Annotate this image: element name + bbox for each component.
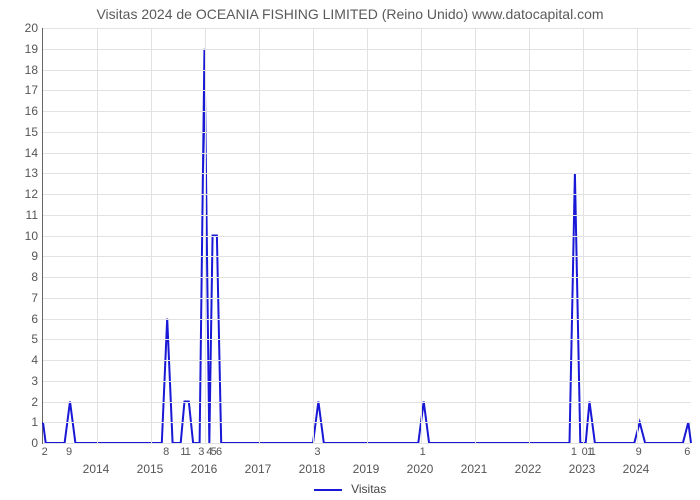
- y-tick-label: 12: [8, 187, 38, 201]
- gridline-v: [529, 28, 530, 443]
- x-year-label: 2022: [515, 462, 542, 476]
- plot-area: [42, 28, 691, 444]
- x-year-label: 2017: [245, 462, 272, 476]
- x-year-label: 2020: [407, 462, 434, 476]
- y-tick-label: 19: [8, 42, 38, 56]
- y-tick-label: 18: [8, 63, 38, 77]
- x-year-label: 2021: [461, 462, 488, 476]
- legend-swatch: [314, 489, 342, 491]
- x-point-label: 9: [66, 446, 72, 458]
- x-point-label: 1: [571, 446, 577, 458]
- x-year-label: 2016: [191, 462, 218, 476]
- gridline-v: [475, 28, 476, 443]
- y-tick-label: 4: [8, 353, 38, 367]
- x-point-label: 9: [636, 446, 642, 458]
- y-tick-label: 17: [8, 83, 38, 97]
- y-tick-label: 15: [8, 125, 38, 139]
- y-tick-label: 14: [8, 146, 38, 160]
- x-year-label: 2014: [83, 462, 110, 476]
- x-point-label: 3: [314, 446, 320, 458]
- x-point-label: 1: [185, 446, 191, 458]
- gridline-v: [151, 28, 152, 443]
- x-year-label: 2018: [299, 462, 326, 476]
- y-tick-label: 3: [8, 374, 38, 388]
- x-point-label: 1: [420, 446, 426, 458]
- y-tick-label: 0: [8, 436, 38, 450]
- x-point-label: 8: [163, 446, 169, 458]
- y-tick-label: 7: [8, 291, 38, 305]
- gridline-v: [637, 28, 638, 443]
- x-year-label: 2015: [137, 462, 164, 476]
- x-year-label: 2019: [353, 462, 380, 476]
- y-tick-label: 2: [8, 395, 38, 409]
- y-tick-label: 5: [8, 332, 38, 346]
- gridline-v: [259, 28, 260, 443]
- y-tick-label: 16: [8, 104, 38, 118]
- gridline-v: [97, 28, 98, 443]
- legend-label: Visitas: [351, 482, 386, 496]
- x-year-label: 2024: [623, 462, 650, 476]
- y-tick-label: 11: [8, 208, 38, 222]
- gridline-v: [421, 28, 422, 443]
- gridline-v: [205, 28, 206, 443]
- x-point-label: 3: [198, 446, 204, 458]
- y-tick-label: 8: [8, 270, 38, 284]
- x-point-label: 6: [684, 446, 690, 458]
- y-tick-label: 20: [8, 21, 38, 35]
- legend: Visitas: [0, 482, 700, 496]
- chart-title: Visitas 2024 de OCEANIA FISHING LIMITED …: [0, 6, 700, 22]
- x-year-label: 2023: [569, 462, 596, 476]
- chart-container: Visitas 2024 de OCEANIA FISHING LIMITED …: [0, 0, 700, 500]
- gridline-h: [43, 443, 691, 444]
- x-point-label: 1: [590, 446, 596, 458]
- gridline-v: [367, 28, 368, 443]
- x-point-label: 2: [42, 446, 48, 458]
- y-tick-label: 13: [8, 166, 38, 180]
- gridline-v: [583, 28, 584, 443]
- y-tick-label: 9: [8, 249, 38, 263]
- y-tick-label: 1: [8, 415, 38, 429]
- gridline-v: [313, 28, 314, 443]
- x-point-label: 6: [216, 446, 222, 458]
- y-tick-label: 6: [8, 312, 38, 326]
- y-tick-label: 10: [8, 229, 38, 243]
